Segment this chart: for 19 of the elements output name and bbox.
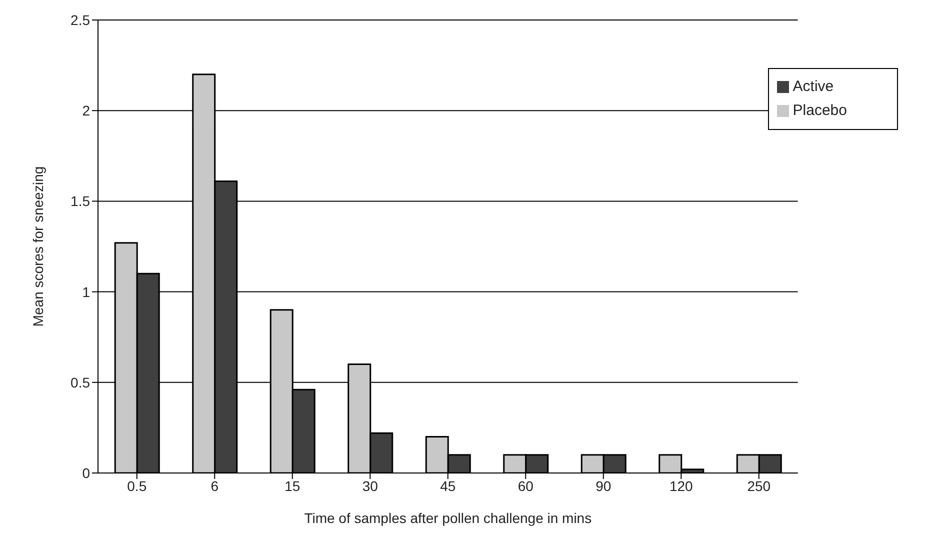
y-tick-label: 0: [82, 464, 90, 481]
x-tick-label: 120: [669, 478, 694, 494]
legend-label: Active: [792, 78, 834, 95]
x-tick-label: 6: [210, 478, 219, 494]
x-tick-label: 45: [440, 478, 456, 494]
y-tick-label: 0.5: [70, 374, 90, 390]
x-tick-label: 30: [362, 478, 378, 494]
x-tick-label: 0.5: [127, 478, 147, 494]
y-tick-label: 1.5: [70, 193, 90, 210]
y-tick-label: 2.5: [70, 12, 90, 28]
x-tick-label: 15: [284, 478, 300, 494]
x-tick-label: 90: [596, 478, 612, 494]
x-tick-label: 250: [747, 478, 771, 494]
legend-label: Placebo: [792, 102, 847, 119]
y-tick-label: 1: [82, 284, 90, 300]
y-tick-label: 2: [82, 102, 90, 119]
x-axis-title: Time of samples after pollen challenge in mins: [304, 510, 592, 526]
y-axis-title: Mean scores for sneezing: [30, 166, 46, 327]
x-tick-label: 60: [518, 478, 534, 494]
